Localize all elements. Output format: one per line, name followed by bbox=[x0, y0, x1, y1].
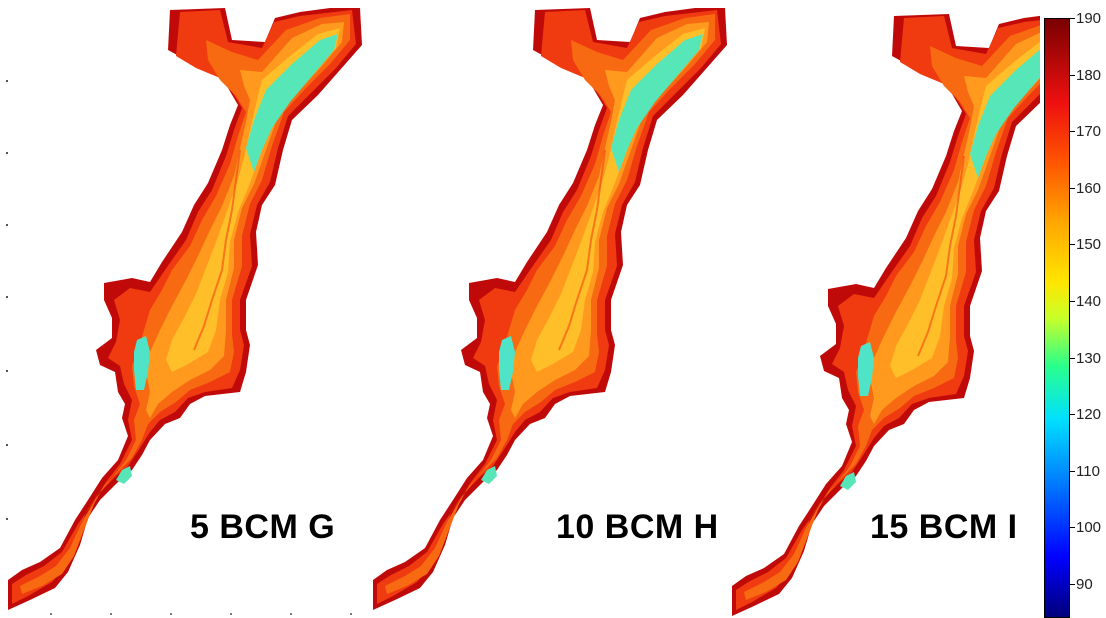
panel-label-2: 10 BCM H bbox=[556, 508, 719, 546]
colorbar-tick-label: 130 bbox=[1076, 349, 1102, 367]
colorbar-tick bbox=[1070, 357, 1075, 359]
axis-tick bbox=[6, 444, 8, 446]
old-riverbed-line bbox=[193, 149, 241, 351]
water-pond bbox=[858, 342, 874, 396]
colorbar-tick-label: 150 bbox=[1076, 236, 1102, 254]
old-riverbed-line bbox=[558, 149, 606, 351]
axis-tick bbox=[6, 296, 8, 298]
river-channel bbox=[611, 34, 703, 172]
panel-label-1: 5 BCM G bbox=[190, 508, 336, 546]
colorbar-tick-label: 190 bbox=[1076, 10, 1102, 27]
colorbar-tick bbox=[1070, 584, 1075, 586]
reservoir-floor bbox=[890, 41, 1040, 378]
colorbar-tick-label: 170 bbox=[1076, 123, 1102, 141]
reservoir-floor bbox=[531, 28, 705, 372]
colorbar-tick-label: 120 bbox=[1076, 406, 1102, 424]
colorbar-tick bbox=[1070, 244, 1075, 246]
water-lower bbox=[840, 472, 856, 490]
colorbar-tick bbox=[1070, 414, 1075, 416]
reservoir-map-3 bbox=[732, 14, 1040, 616]
axis-tick bbox=[6, 518, 8, 520]
colorbar: 190 180 170 160 150 140 130 120 110 100 90 bbox=[1040, 10, 1106, 618]
axis-tick bbox=[6, 152, 8, 154]
colorbar-tick bbox=[1070, 527, 1075, 529]
water-pond bbox=[134, 336, 150, 390]
river-channel bbox=[970, 49, 1040, 178]
water-lower bbox=[481, 466, 497, 484]
reservoir-map-2 bbox=[373, 8, 727, 610]
colorbar-tick-label: 100 bbox=[1076, 519, 1102, 537]
map-panel-2: 10 BCM H bbox=[370, 0, 730, 618]
axis-tick bbox=[6, 80, 8, 82]
panel-label-3: 15 BCM I bbox=[870, 508, 1018, 546]
colorbar-tick-label: 90 bbox=[1076, 576, 1093, 594]
colorbar-tick-label: 180 bbox=[1076, 66, 1102, 84]
reservoir-map-1 bbox=[8, 8, 362, 610]
axis-tick bbox=[170, 613, 172, 615]
axis-tick bbox=[6, 224, 8, 226]
water-pond bbox=[499, 336, 515, 390]
axis-tick bbox=[50, 613, 52, 615]
colorbar-gradient bbox=[1044, 18, 1070, 618]
axis-tick bbox=[350, 613, 352, 615]
colorbar-tick bbox=[1070, 187, 1075, 189]
map-panel-1: 5 BCM G bbox=[0, 0, 370, 618]
colorbar-tick bbox=[1070, 74, 1075, 76]
colorbar-tick-label: 110 bbox=[1076, 462, 1100, 480]
colorbar-tick bbox=[1070, 18, 1075, 19]
colorbar-tick bbox=[1070, 131, 1075, 133]
reservoir-floor bbox=[166, 28, 340, 372]
river-channel bbox=[246, 34, 338, 172]
water-lower bbox=[116, 466, 132, 484]
axis-tick bbox=[290, 613, 292, 615]
colorbar-tick-label: 140 bbox=[1076, 293, 1102, 311]
colorbar-tick bbox=[1070, 470, 1075, 472]
map-panel-3: 15 BCM I bbox=[730, 0, 1040, 618]
axis-tick bbox=[110, 613, 112, 615]
axis-tick bbox=[230, 613, 232, 615]
colorbar-tick-label: 160 bbox=[1076, 179, 1102, 197]
axis-tick bbox=[6, 370, 8, 372]
old-riverbed-line bbox=[917, 155, 965, 357]
colorbar-tick bbox=[1070, 301, 1075, 303]
